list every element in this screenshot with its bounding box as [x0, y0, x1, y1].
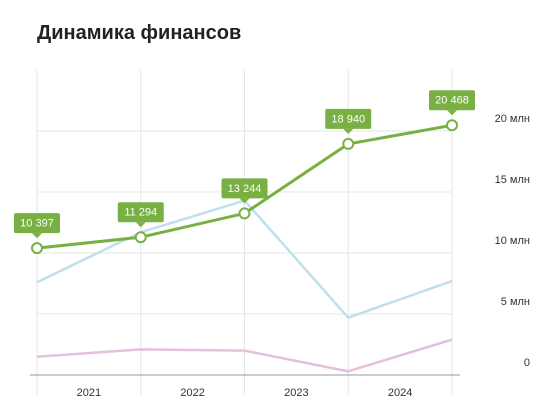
value-label: 18 940 — [325, 108, 372, 134]
value-label: 11 294 — [117, 202, 164, 228]
y-tick-label: 15 млн — [495, 174, 530, 186]
x-period-label: 2022 — [180, 387, 204, 399]
series-line — [36, 338, 453, 373]
y-tick-label: 20 млн — [495, 113, 530, 125]
point — [446, 119, 458, 132]
value-label-box — [14, 213, 60, 234]
value-label: 13 244 — [221, 178, 268, 204]
value-label-pointer — [343, 128, 354, 134]
value-label-box — [221, 178, 268, 199]
value-label: 20 468 — [429, 90, 475, 116]
x-period-label: 2024 — [388, 387, 412, 399]
value-label-pointer — [239, 198, 250, 204]
value-label: 10 397 — [14, 213, 60, 239]
y-tick-label: 5 млн — [501, 296, 530, 308]
x-period-label: 2021 — [77, 387, 101, 399]
chart-title: Динамика финансов — [37, 22, 241, 44]
value-label-text: 13 244 — [228, 183, 262, 195]
value-label-box — [117, 202, 164, 223]
point — [31, 242, 43, 255]
point — [134, 231, 147, 244]
value-label-pointer — [32, 233, 42, 239]
value-label-text: 11 294 — [124, 207, 157, 219]
value-label-box — [429, 90, 475, 111]
point — [238, 207, 251, 220]
x-period-label: 2023 — [284, 387, 308, 399]
y-tick-label: 0 — [524, 357, 530, 369]
value-label-text: 10 397 — [20, 218, 54, 230]
value-label-text: 20 468 — [435, 95, 469, 107]
point — [342, 137, 355, 150]
value-label-text: 18 940 — [331, 113, 365, 125]
value-label-pointer — [135, 222, 146, 228]
value-label-box — [325, 108, 372, 129]
y-tick-label: 10 млн — [495, 235, 530, 247]
value-label-pointer — [447, 110, 457, 116]
